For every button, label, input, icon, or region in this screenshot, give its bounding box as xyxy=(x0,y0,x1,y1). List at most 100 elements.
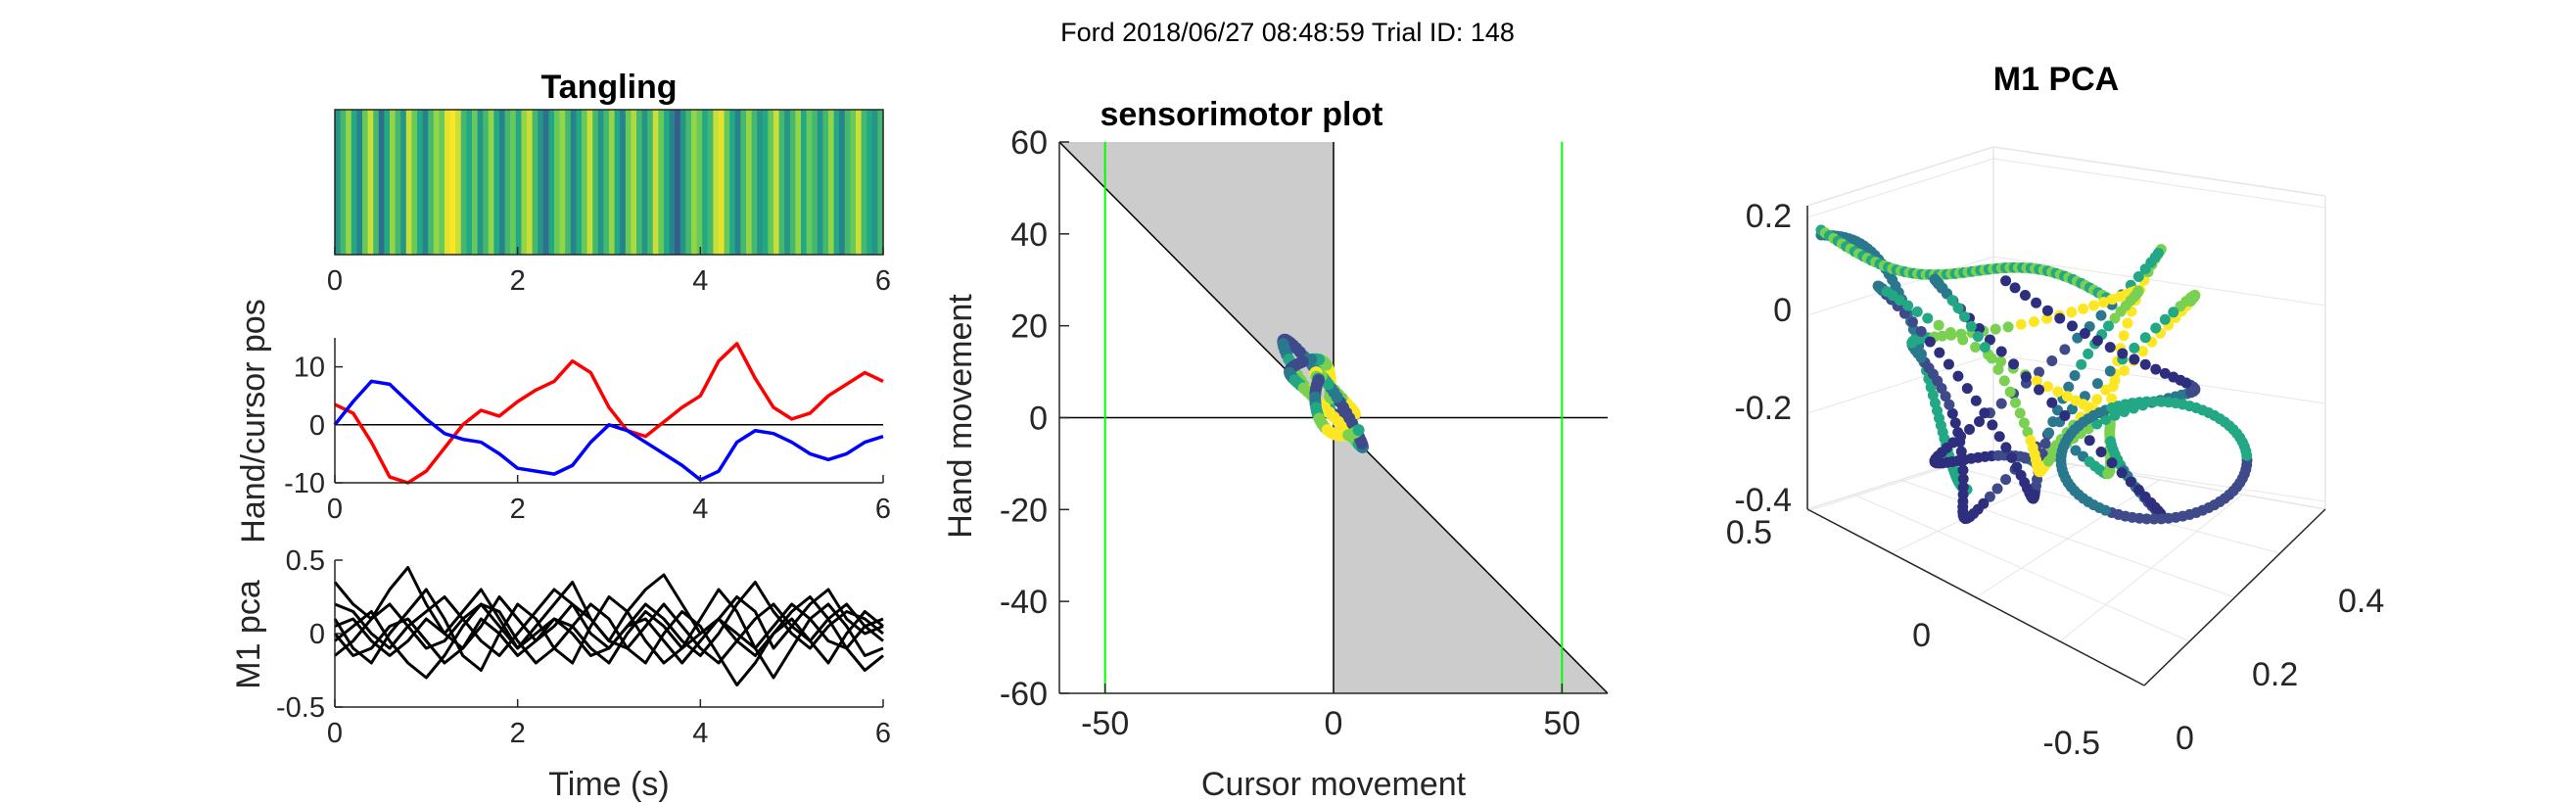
pca-trajectory-point xyxy=(1944,399,1955,410)
sensorimotor-y-tick-label: 20 xyxy=(1010,308,1048,346)
m1-pca-traces-panel: 0 2 4 6-0.500.5 M1 pca Time (s) xyxy=(230,545,891,803)
sensorimotor-y-tick-label: -40 xyxy=(1000,584,1048,621)
pca-trajectory-point xyxy=(1970,395,1982,406)
pca-trajectory-point xyxy=(2042,381,2054,393)
pca-trajectory-point xyxy=(2009,282,2021,294)
heatmap-cell xyxy=(439,110,445,255)
pca-trajectory-point xyxy=(1922,312,1934,324)
heatmap-cell xyxy=(576,110,583,255)
heatmap-cell xyxy=(784,110,791,255)
m1-pca-trace xyxy=(334,595,884,686)
heatmap-cell xyxy=(614,110,621,255)
heatmap-cell xyxy=(762,110,769,255)
pca-trajectory-point xyxy=(2046,397,2058,408)
pca-trajectory-point xyxy=(2052,386,2064,398)
pca-trajectory-point xyxy=(2175,301,2186,312)
pca-trajectory-point xyxy=(1991,483,2003,495)
pca-trajectory-point xyxy=(2015,318,2027,330)
m1-pca-x-tick-label: 2 xyxy=(510,718,526,749)
pca-trajectory-point xyxy=(2020,371,2032,383)
pca-trajectory-point xyxy=(2125,476,2136,488)
pca-trajectory-point xyxy=(2117,348,2129,359)
heatmap-cell xyxy=(850,110,857,255)
sensorimotor-y-tick-label: 60 xyxy=(1010,124,1048,162)
heatmap-cell xyxy=(351,110,357,255)
heatmap-cell xyxy=(449,110,456,255)
pca-trajectory-point xyxy=(2041,305,2053,316)
pca-trajectory-point xyxy=(2022,426,2034,438)
heatmap-cell xyxy=(740,110,747,255)
heatmap-cell xyxy=(400,110,407,255)
pca-trajectory-point xyxy=(2100,413,2112,425)
pca-trajectory-point xyxy=(1972,331,1984,343)
pca-trajectory-point xyxy=(2095,447,2107,458)
pca-trajectory-point xyxy=(2132,484,2144,496)
pca-trajectory-point xyxy=(2104,342,2116,354)
pca-trajectory-point xyxy=(2083,348,2094,359)
heatmap-cell xyxy=(460,110,467,255)
m1-pca-x-tick-label: 6 xyxy=(875,718,891,749)
pca-trajectory-point xyxy=(2034,366,2045,378)
pca-trajectory-point xyxy=(2106,393,2118,404)
hand-movement-ylabel: Hand movement xyxy=(942,294,979,539)
heatmap-cell xyxy=(559,110,566,255)
pca-trajectory-point xyxy=(2004,386,2016,398)
heatmap-cell xyxy=(669,110,676,255)
3d-x-tick-label: 0 xyxy=(2176,720,2194,757)
heatmap-cell xyxy=(707,110,714,255)
heatmap-cell xyxy=(395,110,401,255)
pca-trajectory-point xyxy=(1949,417,1961,429)
heatmap-cell xyxy=(515,110,522,255)
pca-trajectory-point xyxy=(2129,354,2140,365)
3d-x-tick-label: 0.4 xyxy=(2338,583,2384,620)
pca-trajectory-point xyxy=(2059,344,2071,355)
pca-trajectory-point xyxy=(1970,342,1982,354)
heatmap-cell xyxy=(483,110,490,255)
heatmap-cell xyxy=(620,110,627,255)
pca-trajectory-point xyxy=(2091,378,2103,390)
heatmap-cell xyxy=(664,110,671,255)
3d-z-tick-label: 0 xyxy=(1773,292,1792,329)
pca-trajectory-point xyxy=(2019,289,2031,301)
pca-trajectory-point xyxy=(1995,398,2007,409)
heatmap-cell xyxy=(778,110,785,255)
pca-trajectory-point xyxy=(2031,375,2042,387)
pca-trajectory-point xyxy=(2116,467,2128,479)
pca-trajectory-point xyxy=(2150,322,2162,334)
heatmap-cell xyxy=(504,110,511,255)
pca-trajectory-point xyxy=(2079,327,2090,339)
pca-trajectory-point xyxy=(2015,469,2027,481)
sensorimotor-y-tick-label: -60 xyxy=(1000,676,1048,713)
pca-trajectory-point xyxy=(1937,330,1948,342)
pca-trajectory-point xyxy=(1954,436,1966,448)
heatmap-cell xyxy=(746,110,753,255)
pca-trajectory-point xyxy=(2041,312,2053,324)
heatmap-cell xyxy=(445,110,451,255)
pca-trajectory-point xyxy=(2139,332,2151,344)
heatmap-cell xyxy=(702,110,709,255)
pca-trajectory-point xyxy=(2139,491,2151,502)
heatmap-cell xyxy=(877,110,884,255)
tangling-heatmap xyxy=(335,110,884,255)
heatmap-cell xyxy=(724,110,730,255)
pca-trajectory-point xyxy=(2061,391,2073,402)
heatmap-cell xyxy=(828,110,835,255)
heatmap-cell xyxy=(367,110,374,255)
pca-trajectory-point xyxy=(2095,309,2107,321)
tangling-x-tick-label: 2 xyxy=(510,265,526,297)
heatmap-cell xyxy=(806,110,813,255)
heatmap-cell xyxy=(729,110,736,255)
sensorimotor-plot-area: -50 0 50 -60 -40 -20 0 20 40 60 xyxy=(1000,124,1609,742)
figure-title: Ford 2018/06/27 08:48:59 Trial ID: 148 xyxy=(1060,18,1515,47)
pca-trajectory-point xyxy=(2109,312,2121,324)
pca-trajectory-point xyxy=(1933,319,1944,331)
pca-trajectory-point xyxy=(1974,415,1986,427)
pca-trajectory-point xyxy=(1984,491,1995,502)
heatmap-cell xyxy=(822,110,829,255)
heatmap-cell xyxy=(801,110,808,255)
heatmap-cell xyxy=(542,110,549,255)
pca-trajectory-point xyxy=(2137,346,2149,357)
heatmap-cell xyxy=(768,110,774,255)
tangling-panel: Tangling 0 2 4 6 xyxy=(327,69,891,297)
m1-pca-y-tick-label: 0.5 xyxy=(286,545,325,577)
